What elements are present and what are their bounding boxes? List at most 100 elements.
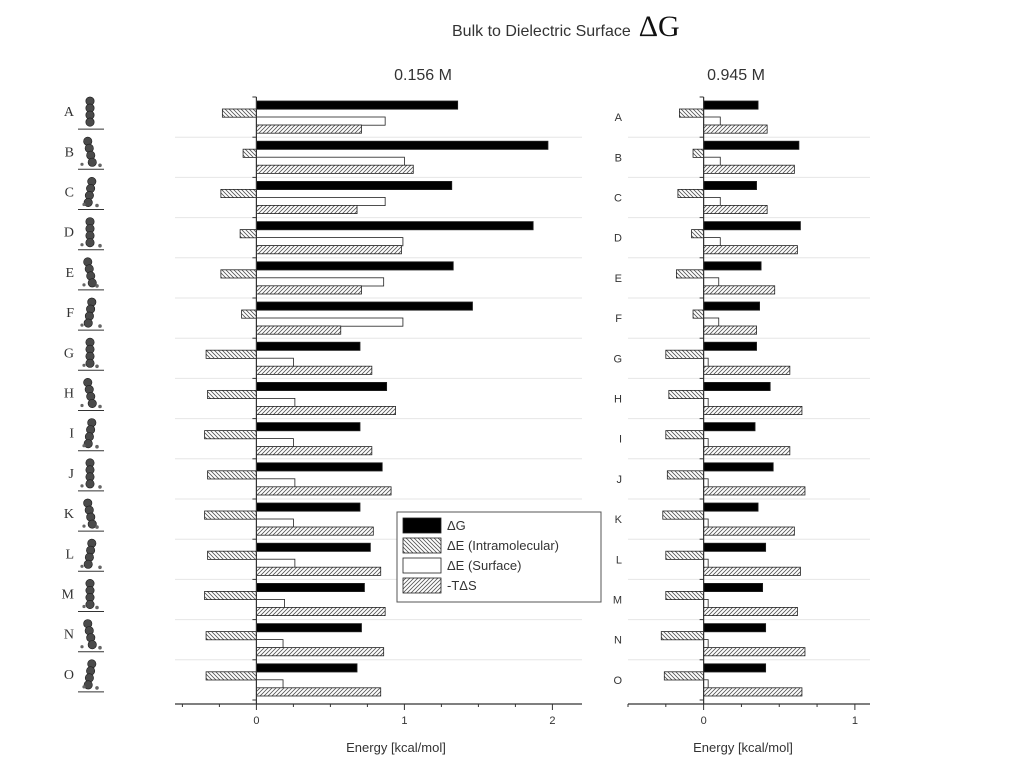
category-label-m: M [613, 595, 622, 607]
molecule-icon [78, 578, 104, 612]
bar-tds-g [255, 365, 373, 375]
bar-dg-o [703, 663, 767, 673]
bar-de-intra-c [220, 188, 257, 198]
molecule-label: A [64, 105, 75, 120]
bar-tds-i [255, 446, 373, 456]
bar-de-intra-e [676, 269, 705, 279]
bar-de-intra-g [205, 349, 257, 359]
bead [85, 599, 95, 609]
bar-de-surface-m [255, 599, 285, 609]
molecule-row-e: E [65, 257, 104, 291]
molecule-label: D [64, 226, 74, 241]
bar-dg-b [255, 140, 549, 150]
side-bead [80, 162, 84, 166]
bar-de-intra-a [221, 108, 257, 118]
bar-tds-a [703, 124, 768, 134]
molecule-icon [78, 538, 104, 572]
bar-de-surface-d [255, 237, 404, 247]
legend-swatch-tds [402, 577, 442, 594]
bar-dg-c [703, 180, 757, 190]
bar-dg-g [255, 341, 361, 351]
category-label-o: O [613, 675, 622, 687]
bar-de-intra-a [679, 108, 705, 118]
bar-de-intra-n [205, 631, 257, 641]
bar-tds-n [255, 647, 385, 657]
molecule-icon [78, 377, 104, 411]
figure-title: Bulk to Dielectric Surface ΔG [452, 10, 680, 44]
molecule-row-a: A [64, 96, 104, 130]
chart-panel-1: 0.156 M 0 1 2 Energy [kcal/mol] [175, 67, 582, 755]
bar-dg-d [703, 221, 801, 231]
bar-de-intra-k [204, 510, 257, 520]
bead [85, 358, 95, 368]
molecule-row-b: B [65, 136, 104, 170]
side-bead [98, 485, 102, 489]
bar-de-intra-k [662, 510, 705, 520]
x-tick-label: 2 [549, 715, 555, 727]
side-bead [82, 363, 86, 367]
bar-tds-b [703, 164, 795, 174]
bead [87, 278, 97, 288]
x-tick-label: 1 [852, 715, 858, 727]
side-bead [82, 524, 86, 528]
side-bead [82, 283, 86, 287]
bar-tds-e [703, 285, 776, 295]
bar-tds-d [255, 245, 402, 255]
bar-dg-m [255, 583, 365, 593]
side-bead [95, 605, 99, 610]
bar-de-intra-f [692, 309, 705, 319]
bar-dg-k [255, 502, 361, 512]
bar-dg-j [703, 462, 774, 472]
molecule-row-f: F [66, 297, 104, 331]
legend-swatch-de-surface [402, 557, 442, 574]
side-bead [82, 202, 86, 207]
side-bead [95, 284, 99, 288]
category-label-j: J [617, 474, 623, 486]
bar-de-intra-h [207, 389, 257, 399]
bar-dg-f [255, 301, 473, 311]
bar-dg-e [703, 261, 762, 271]
molecule-row-c: C [65, 177, 104, 210]
molecule-icon [78, 619, 104, 653]
bar-de-surface-d [703, 237, 721, 247]
bar-de-intra-j [666, 470, 705, 480]
side-bead [80, 564, 84, 568]
molecule-label: O [64, 668, 74, 683]
bar-de-intra-m [665, 591, 705, 601]
side-bead [98, 565, 102, 570]
side-bead [98, 324, 102, 328]
bar-de-intra-i [665, 430, 705, 440]
molecule-label: H [64, 387, 74, 402]
bar-de-surface-k [703, 518, 709, 528]
bar-dg-l [255, 542, 371, 552]
bead [87, 640, 97, 650]
molecule-label: F [66, 306, 74, 321]
bar-tds-d [703, 245, 798, 255]
bar-de-surface-e [703, 277, 720, 287]
molecule-icon [78, 217, 104, 251]
molecule-row-j: J [69, 458, 104, 492]
category-label-e: E [615, 273, 622, 285]
bar-dg-f [703, 301, 760, 311]
bar-de-surface-a [703, 116, 721, 126]
category-label-n: N [614, 635, 622, 647]
bar-de-intra-i [204, 430, 257, 440]
bar-de-surface-j [255, 478, 296, 488]
bar-de-surface-e [255, 277, 385, 287]
side-bead [95, 444, 99, 449]
side-bead [80, 484, 84, 488]
side-bead [80, 403, 84, 408]
molecule-label: G [64, 346, 74, 361]
x-tick-label: 1 [401, 715, 407, 727]
molecule-label: N [64, 628, 74, 643]
molecule-icon [78, 337, 104, 371]
bar-de-surface-o [703, 679, 709, 689]
bead [85, 479, 95, 489]
bar-de-surface-i [255, 438, 294, 448]
category-label-d: D [614, 233, 622, 245]
legend-swatch-de-intra [402, 537, 442, 554]
bar-de-surface-g [255, 357, 294, 367]
molecule-icon [78, 659, 104, 693]
bar-de-surface-f [255, 317, 404, 327]
bar-tds-h [255, 405, 396, 415]
